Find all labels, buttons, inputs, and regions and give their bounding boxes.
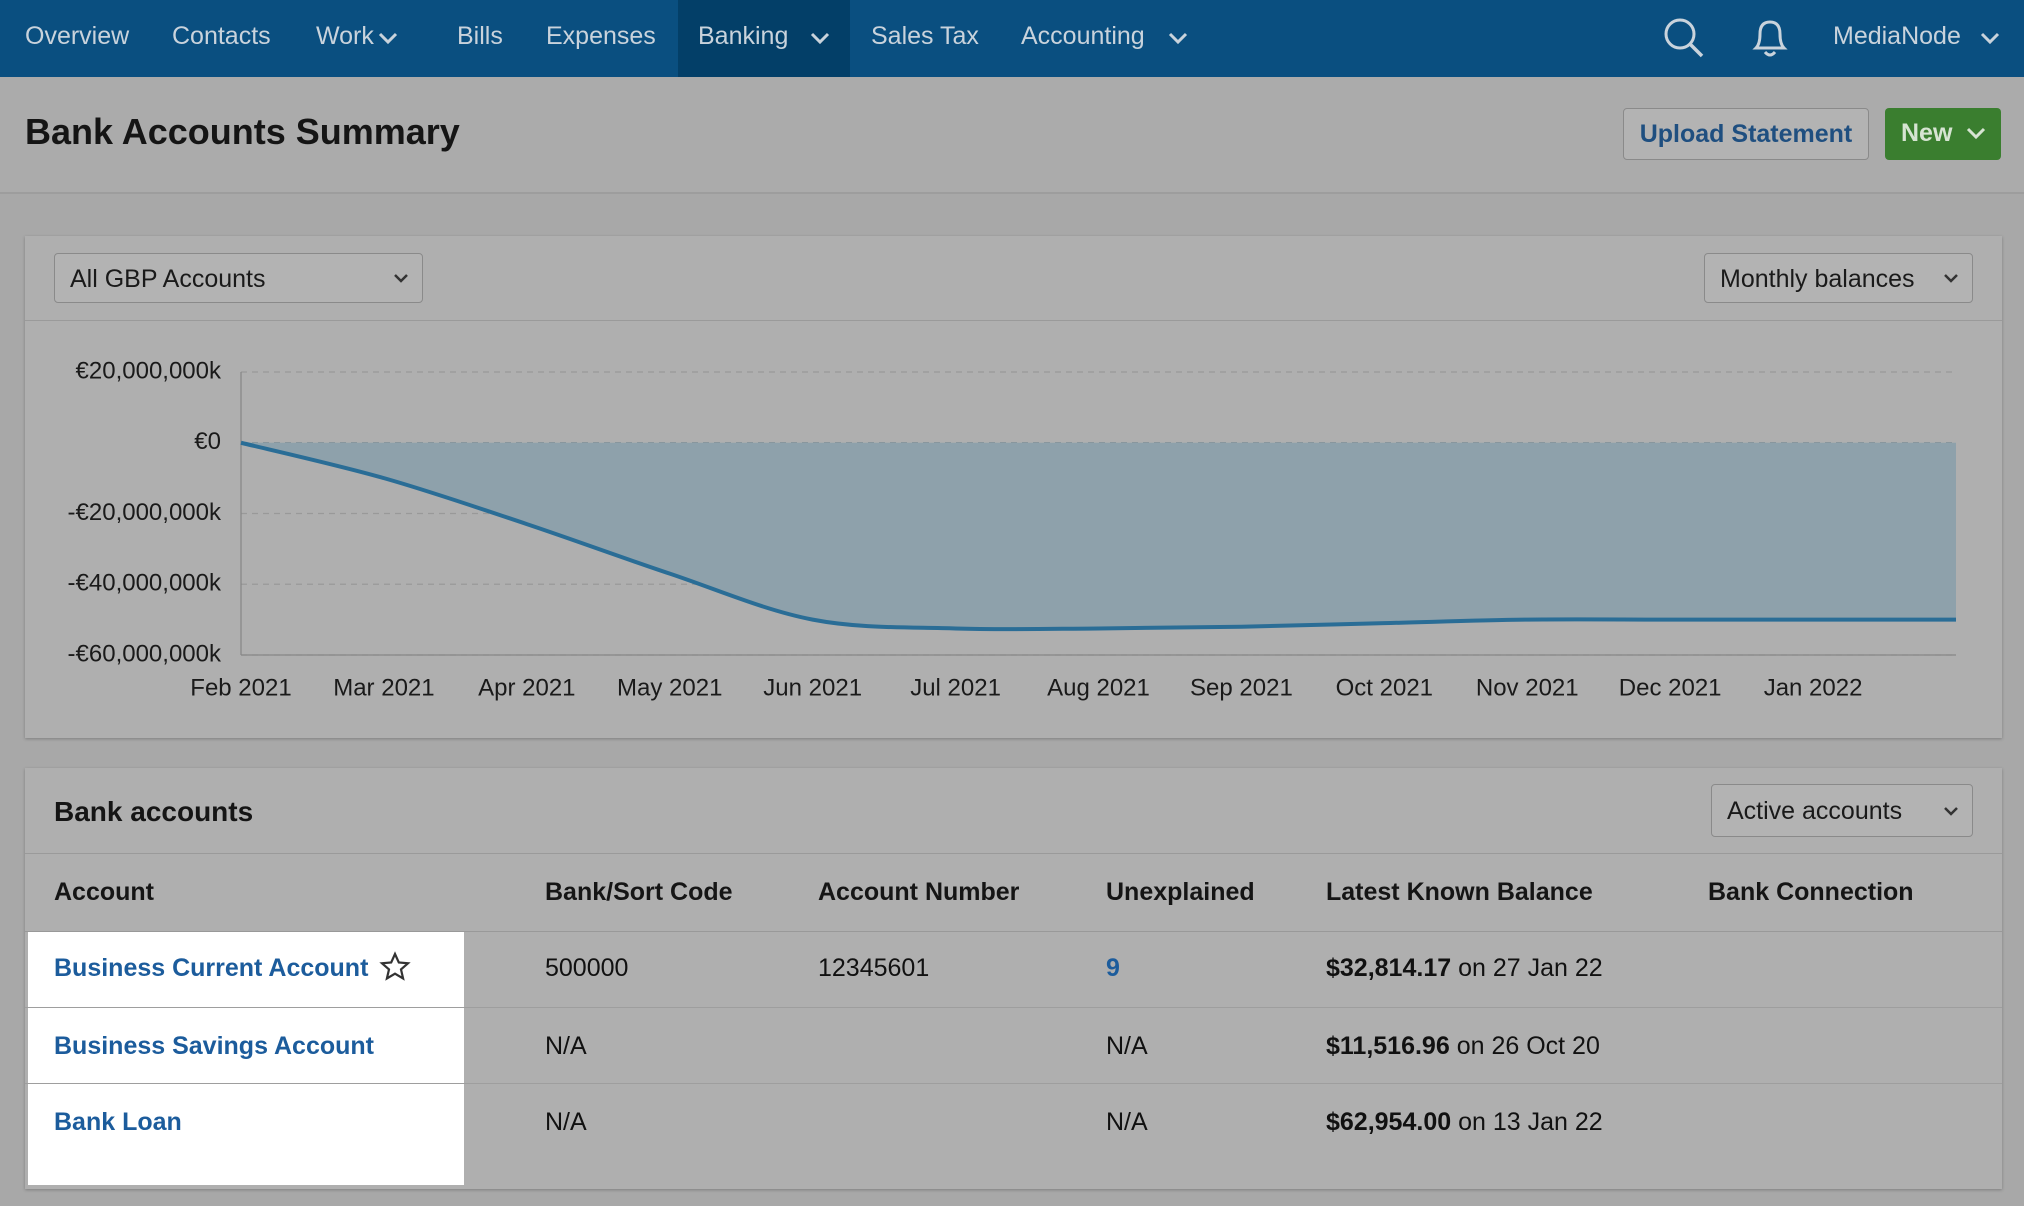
x-tick-label: Oct 2021 <box>1336 674 1433 701</box>
unexplained: N/A <box>1106 1032 1148 1060</box>
caret <box>1944 274 1958 283</box>
nav-item[interactable]: Bills <box>457 22 503 50</box>
accounts-filter[interactable]: Active accounts <box>1711 784 1973 837</box>
x-tick-label: Aug 2021 <box>1047 674 1150 701</box>
caret <box>1944 807 1958 816</box>
area <box>241 442 1956 630</box>
nav-item[interactable]: Sales Tax <box>871 22 979 50</box>
y-tick-label: €0 <box>194 428 221 455</box>
nav-item[interactable]: Contacts <box>172 22 271 50</box>
nav-item[interactable]: Work <box>316 22 374 50</box>
period-filter[interactable]: Monthly balances <box>1704 253 1973 303</box>
caret-line <box>1168 32 1188 45</box>
notifications-icon[interactable] <box>1748 14 1792 62</box>
account-link[interactable]: Business Savings Account <box>54 1032 374 1060</box>
balance-amount: $11,516.96 <box>1326 1032 1450 1060</box>
favorite-star[interactable] <box>379 951 411 983</box>
x-tick-label: Jun 2021 <box>763 674 862 701</box>
account-filter[interactable]: All GBP Accounts <box>54 253 423 303</box>
x-tick-label: Dec 2021 <box>1619 674 1722 701</box>
column-header: Unexplained <box>1106 878 1255 906</box>
row-divider <box>25 1007 2002 1008</box>
balance-amount: $32,814.17 <box>1326 954 1452 982</box>
new-caret <box>1966 127 1986 140</box>
caret-line <box>378 32 398 45</box>
account-link[interactable]: Business Current Account <box>54 954 369 982</box>
nav-item[interactable]: Expenses <box>546 22 656 50</box>
highlight-column <box>28 931 464 1185</box>
x-tick-label: Jul 2021 <box>910 674 1001 701</box>
x-tick-label: May 2021 <box>617 674 722 701</box>
sort-code: 500000 <box>545 954 629 982</box>
x-tick-label: Feb 2021 <box>190 674 291 701</box>
user-caret <box>1980 32 2000 45</box>
caret-line <box>810 32 830 45</box>
x-tick-label: Nov 2021 <box>1476 674 1579 701</box>
page-header: Bank Accounts Summary Upload Statement N… <box>0 77 2024 194</box>
sort-code: N/A <box>545 1108 587 1136</box>
balance-date: on 26 Oct 20 <box>1456 1032 1600 1060</box>
unexplained: N/A <box>1106 1108 1148 1136</box>
nav-caret <box>378 32 398 45</box>
y-tick-label: €20,000,000k <box>76 357 222 384</box>
top-nav: MediaNode Overview Contacts Work Bills Expen… <box>0 0 2024 77</box>
balance-date: on 27 Jan 22 <box>1458 954 1603 982</box>
y-tick-label: -€60,000,000k <box>68 640 222 667</box>
unexplained[interactable]: 9 <box>1106 954 1120 982</box>
balance-amount: $62,954.00 <box>1326 1108 1452 1136</box>
caret <box>394 274 408 283</box>
active-tab-bg <box>678 0 850 77</box>
x-tick-label: Jan 2022 <box>1764 674 1863 701</box>
x-tick-label: Mar 2021 <box>333 674 434 701</box>
upload-statement-button[interactable]: Upload Statement <box>1623 108 1869 160</box>
nav-item[interactable]: Banking <box>698 22 789 50</box>
period-filter-label: Monthly balances <box>1720 265 1915 293</box>
account-number: 12345601 <box>818 954 930 982</box>
x-tick-label: Apr 2021 <box>478 674 575 701</box>
column-header: Latest Known Balance <box>1326 878 1593 906</box>
accounts-card: Bank accounts Active accounts Account Ban… <box>25 768 2002 1189</box>
column-header: Account <box>54 878 154 906</box>
balance-cell: $11,516.96 on 26 Oct 20 <box>1326 1031 1600 1061</box>
column-header: Bank/Sort Code <box>545 878 733 906</box>
divider <box>25 320 2002 321</box>
divider <box>25 931 2002 932</box>
new-button[interactable]: New <box>1885 108 2001 160</box>
x-tick-label: Sep 2021 <box>1190 674 1293 701</box>
accounts-filter-label: Active accounts <box>1727 797 1903 825</box>
balance-cell: $32,814.17 on 27 Jan 22 <box>1326 953 1603 983</box>
line <box>240 440 1956 632</box>
nav-item[interactable]: Accounting <box>1021 22 1145 50</box>
column-header: Bank Connection <box>1708 878 1914 906</box>
star-outline <box>379 951 411 981</box>
balance-chart: -€60,000,000k -€40,000,000k -€20,000,000k €… <box>68 357 1956 701</box>
sort-code: N/A <box>545 1032 587 1060</box>
accounts-table: Account Bank/Sort Code Account Number Unexp… <box>25 768 2002 1189</box>
y-tick-label: -€20,000,000k <box>68 499 222 526</box>
y-tick-label: -€40,000,000k <box>68 570 222 597</box>
page-title: Bank Accounts Summary <box>25 111 460 152</box>
column-header: Account Number <box>818 878 1020 906</box>
nav-caret <box>1168 32 1188 45</box>
balance-cell: $62,954.00 on 13 Jan 22 <box>1326 1107 1603 1137</box>
account-filter-label: All GBP Accounts <box>70 265 266 293</box>
table-title: Bank accounts <box>54 796 254 827</box>
new-button-label: New <box>1901 119 1953 147</box>
search-icon[interactable] <box>1660 14 1708 62</box>
nav-item[interactable]: Overview <box>25 22 130 50</box>
row-divider <box>25 1083 2002 1084</box>
account-link[interactable]: Bank Loan <box>54 1108 182 1136</box>
balance-date: on 13 Jan 22 <box>1458 1108 1603 1136</box>
divider <box>25 853 2002 854</box>
nav-caret <box>810 32 830 45</box>
user-menu[interactable]: MediaNode <box>1833 22 1961 50</box>
